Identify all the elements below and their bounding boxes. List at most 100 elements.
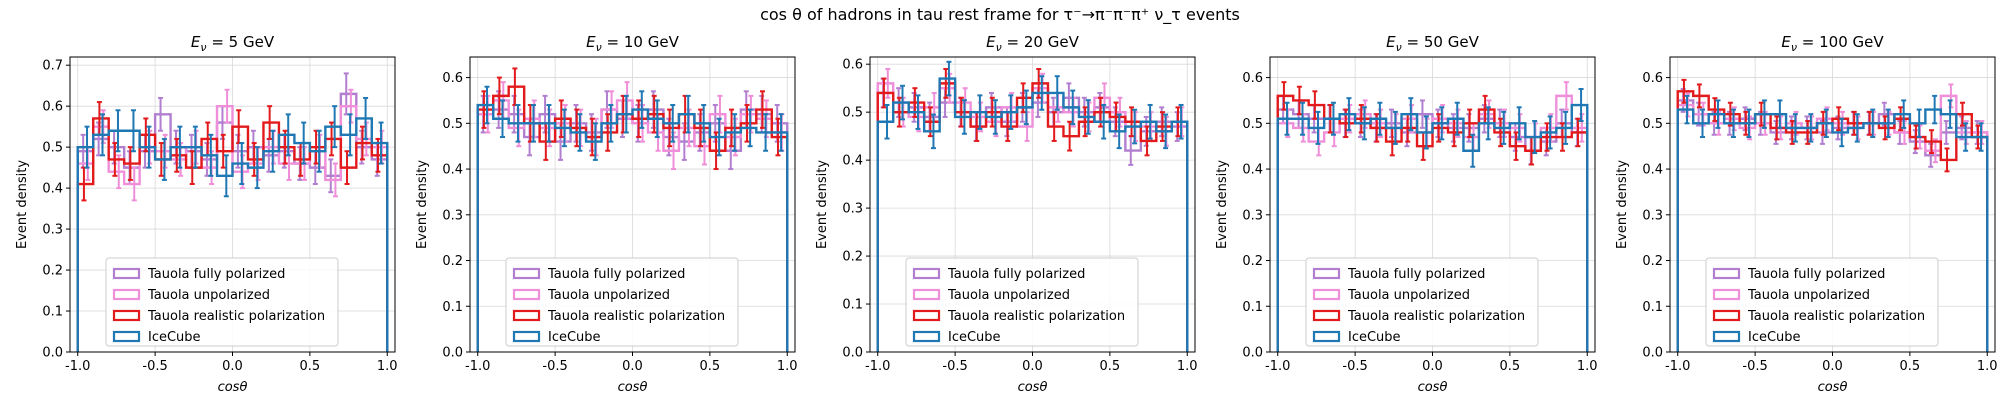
legend-box [1305, 257, 1539, 347]
figure-title: cos θ of hadrons in tau rest frame for τ… [760, 5, 1240, 25]
y-tick-label: 0.0 [442, 346, 463, 361]
legend: Tauola fully polarized Tauola unpolarized… [905, 257, 1139, 347]
y-tick-label: 0.2 [442, 254, 463, 269]
legend-swatch [912, 288, 941, 301]
x-axis-label: cosθ [1818, 380, 1848, 395]
panel-title: Eν = 50 GeV [1386, 33, 1479, 54]
histogram-series-3 [1276, 103, 1589, 352]
chart-panel-4: -1.0 -0.5 0.0 0.5 1.0 0.0 0.1 0.2 0.3 0.4 0.5 0.6 Eν… [1615, 33, 1998, 395]
y-tick-label: 0.6 [42, 100, 63, 115]
histogram-series-2 [1676, 90, 1989, 352]
y-tick-label: 0.6 [842, 58, 863, 73]
legend-swatch [1312, 267, 1341, 280]
y-tick-label: 0.4 [42, 182, 63, 197]
y-tick-label: 0.4 [842, 154, 863, 169]
y-axis-label: Event density [1615, 160, 1630, 249]
x-tick-label: 1.0 [777, 359, 798, 374]
legend-swatch [112, 288, 141, 301]
chart-panel-3: -1.0 -0.5 0.0 0.5 1.0 0.0 0.1 0.2 0.3 0.4 0.5 0.6 Eν… [1215, 33, 1598, 395]
legend-label: IceCube [148, 330, 201, 345]
legend-label: Tauola realistic polarization [147, 309, 325, 324]
x-axis-label: cosθ [618, 380, 648, 395]
x-tick-label: 0.0 [1422, 359, 1443, 374]
y-tick-label: 0.4 [442, 163, 463, 178]
y-tick-label: 0.5 [42, 141, 63, 156]
x-tick-label: -1.0 [1665, 359, 1690, 374]
panel-title: Eν = 10 GeV [586, 33, 679, 54]
legend-label: IceCube [948, 330, 1001, 345]
y-tick-label: 0.1 [442, 300, 463, 315]
legend-label: Tauola unpolarized [147, 288, 270, 303]
legend-label: Tauola fully polarized [1347, 267, 1485, 282]
histogram-series-2 [76, 117, 389, 352]
y-tick-label: 0.6 [1642, 71, 1663, 86]
x-tick-label: -0.5 [542, 359, 567, 374]
legend-label: IceCube [548, 330, 601, 345]
y-tick-label: 0.7 [42, 59, 63, 74]
x-tick-label: 1.0 [1577, 359, 1598, 374]
panel-title: Eν = 5 GeV [191, 33, 275, 54]
y-tick-label: 0.6 [442, 71, 463, 86]
y-tick-label: 0.0 [42, 346, 63, 361]
x-tick-label: 0.5 [300, 359, 321, 374]
y-tick-label: 0.4 [1642, 163, 1663, 178]
y-axis-label: Event density [815, 160, 830, 249]
legend-label: Tauola realistic polarization [947, 309, 1125, 324]
x-tick-label: 1.0 [1177, 359, 1198, 374]
legend-swatch [912, 267, 941, 280]
panel-title: Eν = 100 GeV [1781, 33, 1884, 54]
y-tick-label: 0.2 [1642, 254, 1663, 269]
legend-label: Tauola fully polarized [147, 267, 285, 282]
legend-swatch [1712, 309, 1741, 322]
x-tick-label: -1.0 [865, 359, 890, 374]
y-axis-label: Event density [415, 160, 430, 249]
y-tick-label: 0.4 [1242, 163, 1263, 178]
x-tick-label: 0.0 [222, 359, 243, 374]
x-tick-label: 0.5 [1100, 359, 1121, 374]
x-tick-label: 0.5 [700, 359, 721, 374]
y-tick-label: 0.5 [842, 106, 863, 121]
y-axis-label: Event density [1215, 160, 1230, 249]
x-axis-label: cosθ [1018, 380, 1048, 395]
legend: Tauola fully polarized Tauola unpolarized… [105, 257, 339, 347]
panel-title: Eν = 20 GeV [986, 33, 1079, 54]
legend-swatch [1712, 288, 1741, 301]
chart-panel-1: -1.0 -0.5 0.0 0.5 1.0 0.0 0.1 0.2 0.3 0.4 0.5 0.6 Eν… [415, 33, 798, 395]
chart-panel-0: -1.0 -0.5 0.0 0.5 1.0 0.0 0.1 0.2 0.3 0.4 0.5 0.6 0.… [15, 33, 398, 395]
y-tick-label: 0.5 [1642, 117, 1663, 132]
x-tick-label: 1.0 [1977, 359, 1998, 374]
histogram-series-3 [876, 77, 1189, 352]
legend-swatch [112, 309, 141, 322]
legend-swatch [1712, 267, 1741, 280]
x-tick-label: 0.5 [1500, 359, 1521, 374]
y-tick-label: 0.1 [1642, 300, 1663, 315]
histogram-series-3 [476, 103, 789, 352]
legend-swatch [112, 330, 141, 343]
legend-label: Tauola fully polarized [947, 267, 1085, 282]
y-tick-label: 0.3 [42, 223, 63, 238]
x-tick-label: -0.5 [142, 359, 167, 374]
legend-swatch [1712, 330, 1741, 343]
legend-box [505, 257, 739, 347]
legend-swatch [512, 330, 541, 343]
x-axis-label: cosθ [218, 380, 248, 395]
y-tick-label: 0.0 [1242, 346, 1263, 361]
histogram-series-2 [1276, 94, 1589, 352]
y-tick-label: 0.1 [1242, 300, 1263, 315]
x-tick-label: 0.0 [1022, 359, 1043, 374]
legend-swatch [912, 309, 941, 322]
legend-swatch [112, 267, 141, 280]
y-tick-label: 0.0 [842, 346, 863, 361]
x-tick-label: -0.5 [942, 359, 967, 374]
legend-label: Tauola realistic polarization [1347, 309, 1525, 324]
histogram-series-3 [1676, 108, 1989, 352]
legend-box [905, 257, 1139, 347]
x-tick-label: 0.0 [622, 359, 643, 374]
y-tick-label: 0.2 [42, 264, 63, 279]
y-tick-label: 0.5 [442, 117, 463, 132]
legend-label: Tauola fully polarized [1747, 267, 1885, 282]
legend-swatch [912, 330, 941, 343]
legend-swatch [1312, 330, 1341, 343]
legend-label: Tauola unpolarized [547, 288, 670, 303]
